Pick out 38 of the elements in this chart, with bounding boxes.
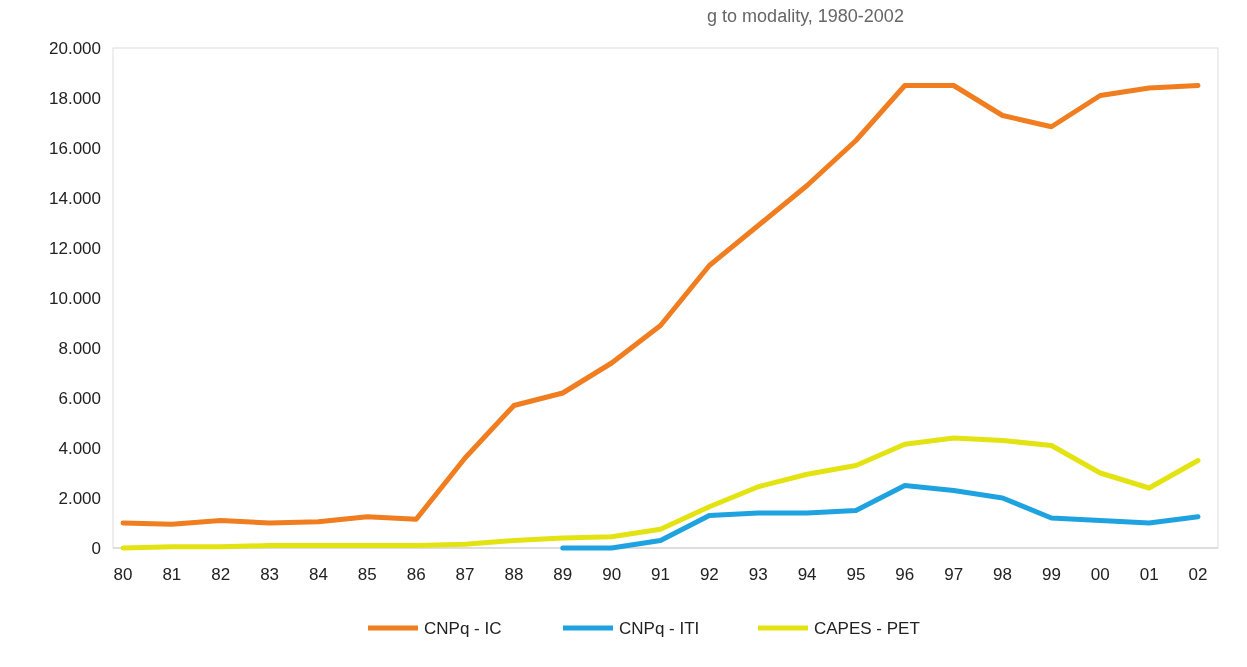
- y-tick-label: 0: [91, 539, 101, 558]
- x-tick-label: 81: [162, 565, 182, 584]
- y-tick-label: 14.000: [49, 189, 101, 208]
- x-tick-label: 83: [260, 565, 280, 584]
- y-tick-label: 10.000: [49, 289, 101, 308]
- legend-label: CNPq - IC: [424, 619, 502, 638]
- x-tick-label: 91: [651, 565, 670, 584]
- x-tick-label: 95: [846, 565, 866, 584]
- x-tick-label: 93: [748, 565, 768, 584]
- y-tick-label: 18.000: [49, 89, 101, 108]
- legend-label: CAPES - PET: [814, 619, 920, 638]
- y-tick-label: 6.000: [58, 389, 101, 408]
- x-tick-label: 97: [944, 565, 964, 584]
- x-tick-label: 90: [602, 565, 622, 584]
- x-tick-label: 94: [797, 565, 817, 584]
- x-tick-label: 00: [1090, 565, 1110, 584]
- x-tick-label: 92: [699, 565, 719, 584]
- x-tick-label: 96: [895, 565, 915, 584]
- x-tick-label: 80: [113, 565, 133, 584]
- chart-title: g to modality, 1980-2002: [707, 6, 904, 26]
- x-tick-label: 98: [993, 565, 1013, 584]
- y-tick-label: 2.000: [58, 489, 101, 508]
- y-tick-label: 20.000: [49, 39, 101, 58]
- x-tick-label: 85: [357, 565, 377, 584]
- y-tick-label: 12.000: [49, 239, 101, 258]
- x-tick-label: 86: [406, 565, 426, 584]
- y-tick-label: 16.000: [49, 139, 101, 158]
- x-tick-label: 89: [553, 565, 573, 584]
- x-tick-label: 01: [1139, 565, 1159, 584]
- x-tick-label: 02: [1188, 565, 1208, 584]
- x-tick-label: 82: [211, 565, 231, 584]
- x-tick-label: 99: [1041, 565, 1061, 584]
- y-tick-label: 4.000: [58, 439, 101, 458]
- legend-label: CNPq - ITI: [619, 619, 700, 638]
- x-tick-label: 84: [308, 565, 328, 584]
- x-tick-label: 88: [504, 565, 524, 584]
- y-tick-label: 8.000: [58, 339, 101, 358]
- x-tick-label: 87: [455, 565, 475, 584]
